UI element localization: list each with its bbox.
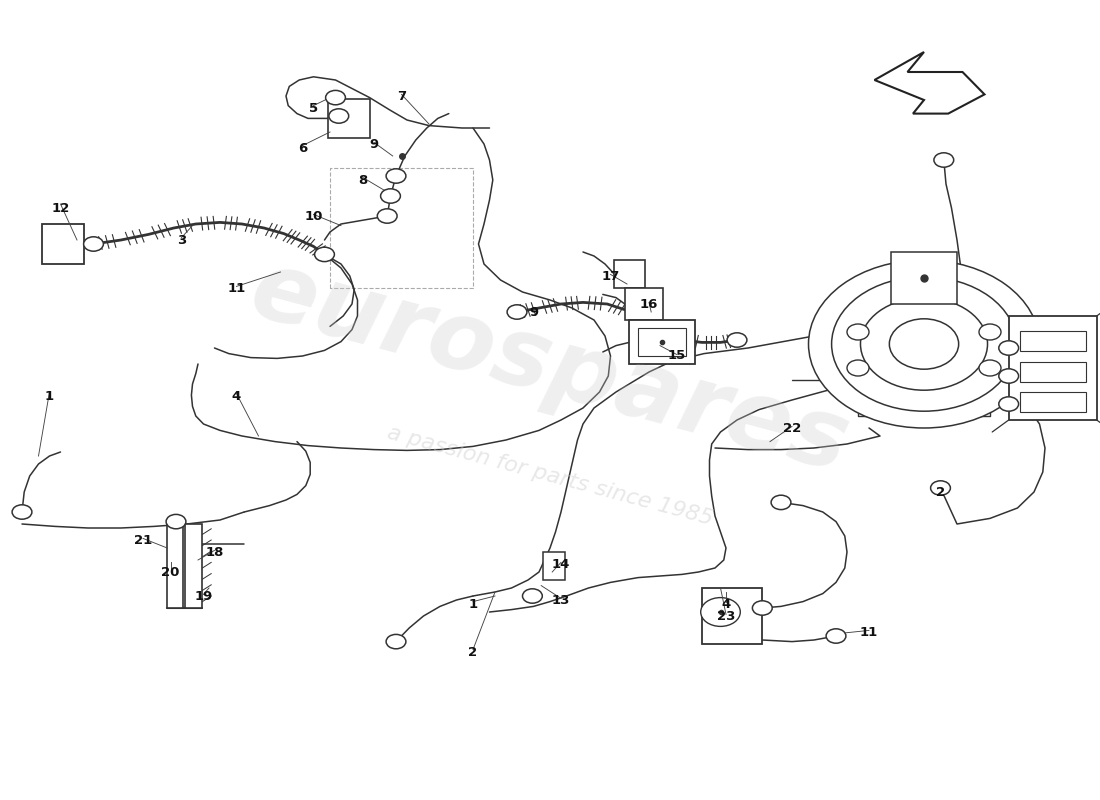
Circle shape: [979, 324, 1001, 340]
FancyBboxPatch shape: [629, 320, 695, 364]
Circle shape: [377, 209, 397, 223]
Text: 5: 5: [309, 102, 318, 114]
Circle shape: [889, 319, 958, 370]
Circle shape: [727, 333, 747, 347]
Text: 9: 9: [529, 306, 538, 318]
FancyBboxPatch shape: [614, 260, 645, 288]
Circle shape: [386, 169, 406, 183]
Text: 11: 11: [228, 282, 245, 294]
Circle shape: [701, 598, 740, 626]
Circle shape: [12, 505, 32, 519]
Text: 10: 10: [305, 210, 322, 222]
Circle shape: [84, 237, 103, 251]
Circle shape: [522, 589, 542, 603]
Text: 11: 11: [860, 626, 878, 638]
FancyBboxPatch shape: [891, 252, 957, 304]
Circle shape: [934, 153, 954, 167]
Text: 4: 4: [232, 390, 241, 402]
Circle shape: [999, 341, 1019, 355]
Text: 7: 7: [397, 90, 406, 102]
Circle shape: [832, 277, 1016, 411]
FancyBboxPatch shape: [42, 224, 84, 264]
FancyBboxPatch shape: [638, 328, 686, 356]
Text: 18: 18: [206, 546, 223, 558]
FancyBboxPatch shape: [543, 552, 565, 580]
FancyBboxPatch shape: [625, 288, 663, 320]
Circle shape: [326, 90, 345, 105]
Text: 21: 21: [134, 534, 152, 546]
FancyBboxPatch shape: [1020, 331, 1086, 351]
Text: 20: 20: [162, 566, 179, 578]
Circle shape: [860, 298, 988, 390]
Text: 12: 12: [52, 202, 69, 214]
Text: eurospares: eurospares: [241, 243, 859, 493]
Circle shape: [329, 109, 349, 123]
Text: 8: 8: [359, 174, 367, 186]
FancyBboxPatch shape: [1009, 316, 1097, 420]
FancyBboxPatch shape: [167, 524, 183, 608]
Text: 17: 17: [602, 270, 619, 282]
Text: 4: 4: [722, 598, 730, 610]
Circle shape: [999, 369, 1019, 383]
Text: 1: 1: [469, 598, 477, 610]
Circle shape: [386, 634, 406, 649]
Circle shape: [847, 360, 869, 376]
FancyBboxPatch shape: [702, 588, 762, 644]
Circle shape: [847, 324, 869, 340]
Text: 16: 16: [640, 298, 658, 310]
FancyBboxPatch shape: [185, 524, 202, 608]
Circle shape: [166, 514, 186, 529]
Text: 2: 2: [936, 486, 945, 498]
Text: 2: 2: [469, 646, 477, 658]
Text: 6: 6: [298, 142, 307, 154]
Text: 14: 14: [552, 558, 570, 570]
Text: 22: 22: [783, 422, 801, 434]
Text: 19: 19: [195, 590, 212, 602]
Circle shape: [381, 189, 400, 203]
Circle shape: [752, 601, 772, 615]
FancyBboxPatch shape: [328, 99, 370, 138]
Circle shape: [507, 305, 527, 319]
Circle shape: [999, 397, 1019, 411]
Text: 1: 1: [45, 390, 54, 402]
Circle shape: [315, 247, 334, 262]
Text: 9: 9: [370, 138, 378, 150]
Text: a passion for parts since 1985: a passion for parts since 1985: [385, 423, 715, 529]
Circle shape: [808, 260, 1040, 428]
Circle shape: [931, 481, 950, 495]
FancyBboxPatch shape: [1020, 392, 1086, 412]
Text: 23: 23: [717, 610, 735, 622]
Polygon shape: [874, 52, 984, 114]
FancyBboxPatch shape: [1020, 362, 1086, 382]
Circle shape: [826, 629, 846, 643]
Circle shape: [979, 360, 1001, 376]
Circle shape: [771, 495, 791, 510]
Text: 13: 13: [552, 594, 570, 606]
Text: 15: 15: [668, 350, 685, 362]
Text: 3: 3: [177, 234, 186, 246]
